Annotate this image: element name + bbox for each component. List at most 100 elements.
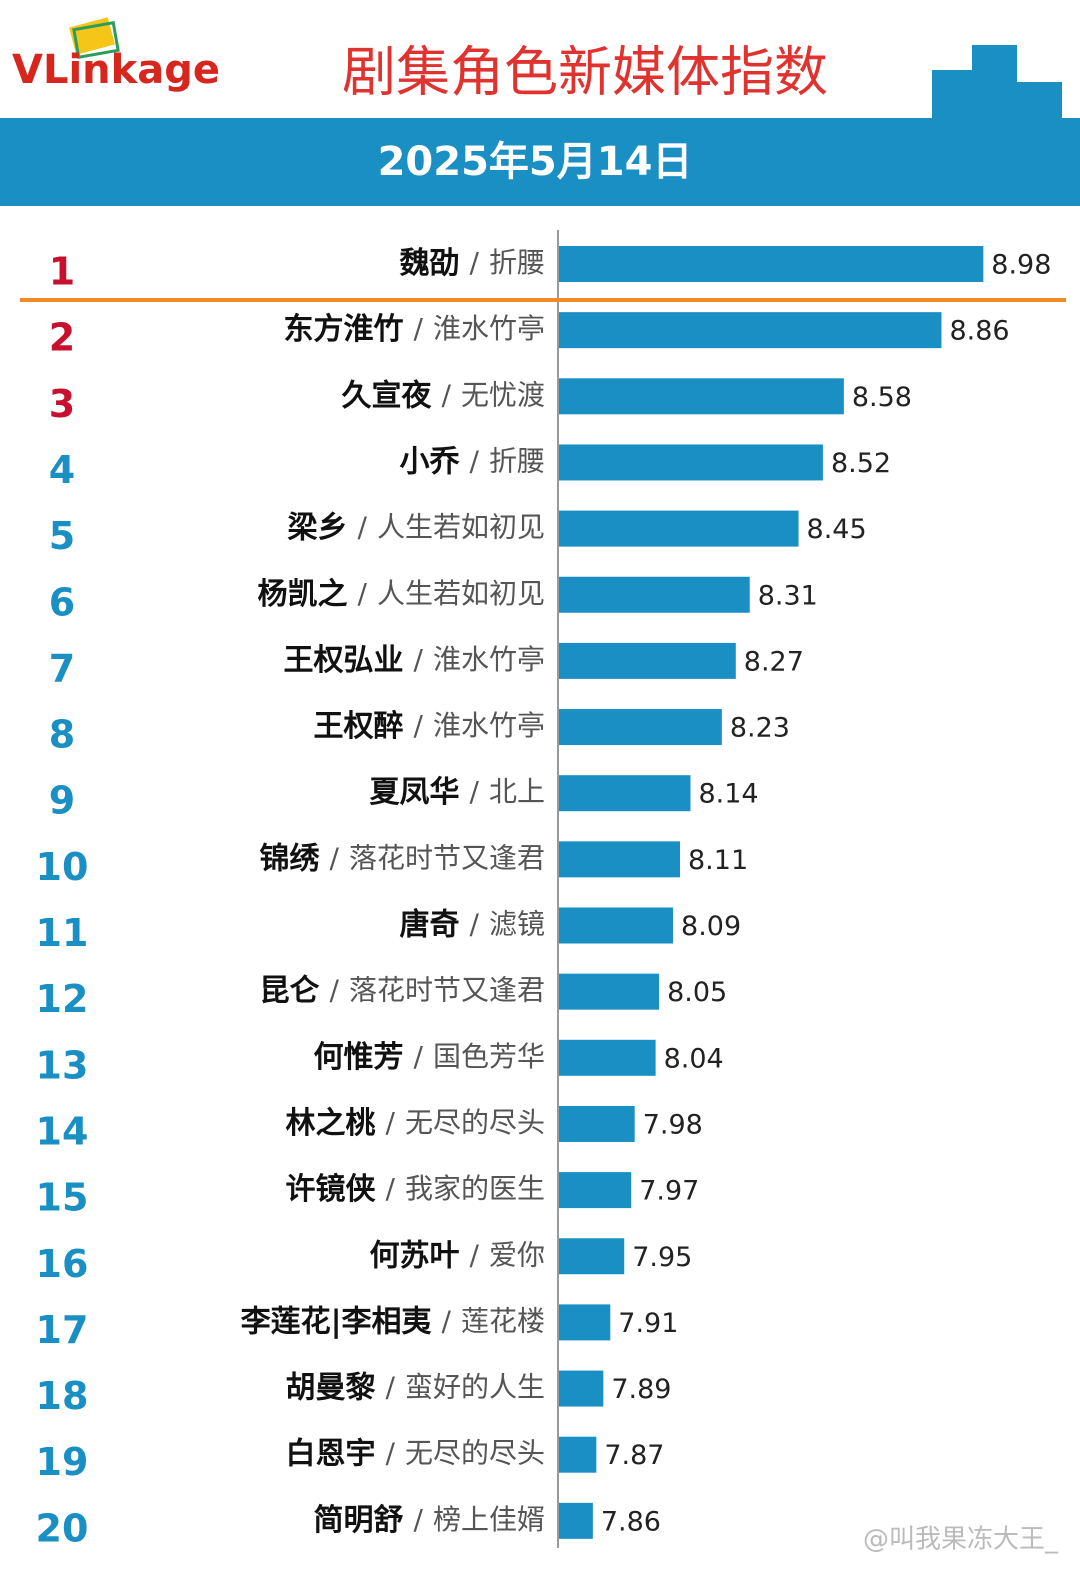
separator: / — [414, 312, 424, 345]
drama-name: 淮水竹亭 — [433, 643, 545, 676]
value-label: 8.45 — [807, 514, 867, 545]
bar — [559, 709, 722, 746]
separator: / — [358, 577, 368, 610]
rank: 7 — [49, 646, 75, 690]
character-name: 王权弘业 — [284, 642, 404, 677]
logo: VLinkage — [12, 47, 220, 93]
bar — [559, 378, 844, 415]
character-name: 简明舒 — [314, 1502, 404, 1537]
drama-name: 淮水竹亭 — [433, 709, 545, 742]
character-name: 白恩宇 — [286, 1436, 376, 1471]
row-label: 锦绣 / 落花时节又逢君 — [260, 841, 545, 876]
row-label: 杨凯之 / 人生若如初见 — [258, 576, 545, 611]
separator: / — [442, 378, 452, 411]
rank: 8 — [49, 713, 75, 757]
character-name: 胡曼黎 — [286, 1370, 376, 1405]
character-name: 唐奇 — [400, 907, 460, 942]
drama-name: 爱你 — [489, 1238, 545, 1271]
bar — [559, 510, 799, 547]
bar — [559, 1502, 593, 1539]
row-label: 小乔 / 折腰 — [400, 444, 545, 479]
drama-name: 我家的医生 — [405, 1172, 545, 1205]
chart-subtitle: 2025年5月14日 — [378, 139, 693, 185]
separator: / — [470, 246, 480, 279]
row-label: 白恩宇 / 无尽的尽头 — [286, 1436, 545, 1471]
value-label: 8.14 — [698, 779, 758, 810]
drama-name: 滤镜 — [489, 908, 545, 941]
rank: 6 — [49, 580, 75, 624]
drama-name: 国色芳华 — [433, 1040, 545, 1073]
value-label: 8.58 — [852, 382, 912, 413]
row-label: 何苏叶 / 爱你 — [370, 1238, 545, 1273]
bar — [559, 1172, 632, 1209]
row-label: 胡曼黎 / 蛮好的人生 — [286, 1370, 545, 1405]
bar — [559, 775, 691, 812]
character-name: 林之桃 — [286, 1105, 376, 1140]
character-name: 何苏叶 — [370, 1238, 460, 1273]
rank: 13 — [36, 1043, 89, 1087]
rank: 10 — [36, 845, 89, 889]
row-label: 林之桃 / 无尽的尽头 — [286, 1105, 545, 1140]
rank: 11 — [36, 911, 89, 955]
row-label: 许镜侠 / 我家的医生 — [286, 1172, 545, 1207]
character-name: 王权醉 — [314, 709, 404, 744]
row-label: 唐奇 / 滤镜 — [400, 907, 545, 942]
character-name: 东方淮竹 — [284, 312, 404, 347]
character-name: 何惟芳 — [314, 1039, 404, 1074]
character-name: 杨凯之 — [258, 576, 348, 611]
separator: / — [386, 1106, 396, 1139]
rank: 15 — [36, 1176, 89, 1220]
rank: 3 — [49, 382, 75, 426]
separator: / — [470, 908, 480, 941]
character-name: 昆仑 — [260, 973, 320, 1008]
rank: 1 — [49, 250, 75, 294]
drama-name: 榜上佳婿 — [433, 1503, 545, 1536]
value-label: 8.86 — [949, 316, 1009, 347]
bar — [559, 444, 823, 481]
drama-name: 无尽的尽头 — [405, 1106, 545, 1139]
drama-name: 淮水竹亭 — [433, 312, 545, 345]
drama-name: 无尽的尽头 — [405, 1437, 545, 1470]
row-label: 夏凤华 / 北上 — [370, 775, 545, 810]
separator: / — [330, 841, 340, 874]
row-label: 王权弘业 / 淮水竹亭 — [284, 642, 545, 677]
row-label: 久宣夜 / 无忧渡 — [342, 378, 545, 413]
character-name: 锦绣 — [260, 841, 321, 876]
separator: / — [442, 1304, 452, 1337]
separator: / — [414, 709, 424, 742]
row-label: 东方淮竹 / 淮水竹亭 — [284, 312, 545, 347]
watermark: @叫我果冻大王_ — [863, 1525, 1059, 1555]
value-label: 8.11 — [688, 845, 748, 876]
rank: 16 — [36, 1242, 89, 1286]
bar — [559, 642, 736, 679]
character-name: 久宣夜 — [342, 378, 433, 413]
bar — [559, 1370, 604, 1407]
separator: / — [414, 1503, 424, 1536]
value-label: 7.89 — [611, 1374, 671, 1405]
character-name: 小乔 — [400, 444, 461, 479]
drama-name: 人生若如初见 — [377, 511, 545, 544]
character-name: 许镜侠 — [286, 1172, 377, 1207]
bar — [559, 907, 674, 944]
bar — [559, 246, 984, 282]
row-label: 李莲花|李相夷 / 莲花楼 — [241, 1304, 545, 1339]
rank: 5 — [49, 514, 75, 558]
drama-name: 落花时节又逢君 — [349, 974, 545, 1007]
bar — [559, 1039, 656, 1076]
character-name: 魏劭 — [400, 246, 460, 281]
rank: 19 — [36, 1440, 89, 1484]
rank: 18 — [36, 1374, 89, 1418]
value-label: 8.09 — [681, 911, 741, 942]
value-label: 8.31 — [758, 580, 818, 611]
bar — [559, 841, 681, 878]
drama-name: 莲花楼 — [461, 1304, 545, 1337]
row-label: 王权醉 / 淮水竹亭 — [314, 709, 545, 744]
row-label: 魏劭 / 折腰 — [400, 246, 545, 281]
separator: / — [414, 643, 424, 676]
date-band — [0, 118, 1080, 206]
value-label: 8.23 — [730, 713, 790, 744]
value-label: 7.95 — [632, 1242, 692, 1273]
value-label: 7.86 — [601, 1506, 661, 1537]
bar — [559, 1436, 597, 1473]
